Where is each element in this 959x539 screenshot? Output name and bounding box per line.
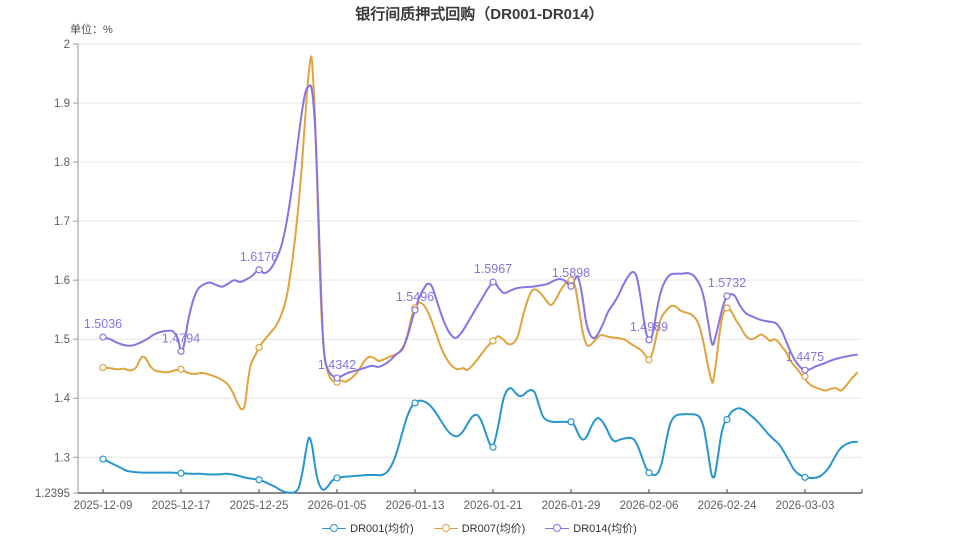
series-line-dr007 — [102, 55, 858, 411]
point-value-label: 1.4794 — [162, 331, 200, 345]
data-point-marker — [177, 347, 185, 355]
x-axis-tick-label: 2026-03-03 — [776, 500, 835, 512]
legend-marker-dr001-icon — [322, 523, 347, 533]
data-point-marker — [567, 282, 575, 290]
y-axis-tick-label: 1.9 — [54, 98, 70, 110]
legend-marker-dr007-icon — [433, 523, 458, 533]
x-axis-tick-label: 2025-12-09 — [74, 500, 133, 512]
point-value-label: 1.5898 — [552, 266, 590, 280]
x-axis-tick-label: 2026-02-24 — [698, 500, 757, 512]
data-point-marker — [723, 415, 731, 424]
y-axis-tick-label: 1.5 — [54, 334, 70, 346]
point-value-label: 1.5496 — [396, 290, 434, 304]
x-axis-tick-label: 2026-01-29 — [542, 500, 601, 512]
x-axis-tick-label: 2025-12-17 — [152, 500, 211, 512]
data-point-marker — [567, 418, 575, 426]
point-value-label: 1.4342 — [318, 358, 356, 372]
legend-item-dr001[interactable]: DR001(均价) — [322, 520, 414, 536]
data-point-marker — [255, 476, 263, 484]
data-point-marker — [99, 333, 107, 341]
data-point-marker — [801, 366, 809, 374]
series-line-dr014 — [102, 84, 858, 379]
data-point-marker — [333, 474, 341, 482]
point-value-label: 1.4989 — [630, 320, 668, 334]
data-point-marker — [645, 356, 653, 364]
data-point-marker — [99, 455, 107, 463]
x-axis-tick-label: 2026-01-13 — [386, 500, 445, 512]
data-point-marker — [723, 304, 731, 312]
data-point-marker — [255, 266, 263, 274]
y-axis-tick-label: 2 — [64, 39, 70, 51]
data-point-marker — [411, 306, 419, 314]
data-point-marker — [411, 399, 419, 407]
series-line-dr001 — [102, 387, 858, 494]
y-axis-tick-label: 1.3 — [54, 452, 70, 464]
point-value-label: 1.5967 — [474, 262, 512, 276]
data-point-marker — [645, 336, 653, 344]
x-axis-tick-label: 2026-01-21 — [464, 500, 523, 512]
x-axis-tick-label: 2026-01-05 — [308, 500, 367, 512]
x-axis-tick-label: 2026-02-06 — [620, 500, 679, 512]
chart-legend: DR001(均价) DR007(均价) DR014(均价) — [0, 520, 959, 536]
data-point-marker — [255, 343, 263, 352]
point-value-label: 1.6176 — [240, 250, 278, 264]
y-axis-unit-label: 单位：% — [70, 24, 113, 36]
x-axis-tick-label: 2025-12-25 — [230, 500, 289, 512]
legend-label-dr001: DR001(均价) — [350, 523, 414, 535]
y-axis-tick-label: 1.2395 — [35, 488, 70, 500]
point-value-label: 1.5732 — [708, 276, 746, 290]
point-value-label: 1.4475 — [786, 350, 824, 364]
y-axis-tick-label: 1.8 — [54, 157, 70, 169]
data-point-marker — [177, 365, 185, 373]
legend-label-dr014: DR014(均价) — [573, 523, 637, 535]
legend-item-dr007[interactable]: DR007(均价) — [433, 520, 526, 536]
data-point-marker — [489, 278, 497, 286]
data-point-marker — [801, 372, 809, 380]
data-point-marker — [99, 363, 107, 372]
y-axis-tick-label: 1.7 — [54, 216, 70, 228]
data-point-marker — [333, 374, 341, 382]
data-point-marker — [489, 337, 497, 345]
legend-label-dr007: DR007(均价) — [461, 523, 526, 535]
legend-item-dr014[interactable]: DR014(均价) — [545, 520, 637, 536]
data-point-marker — [177, 469, 185, 477]
chart-title: 银行间质押式回购（DR001-DR014） — [355, 6, 604, 23]
data-point-marker — [801, 473, 809, 481]
data-point-marker — [489, 443, 497, 451]
legend-marker-dr014-icon — [545, 523, 570, 533]
y-axis-tick-label: 1.4 — [54, 393, 71, 405]
y-axis-tick-label: 1.6 — [54, 275, 70, 287]
point-value-label: 1.5036 — [84, 317, 122, 331]
data-point-marker — [645, 469, 653, 477]
data-point-marker — [723, 292, 731, 300]
